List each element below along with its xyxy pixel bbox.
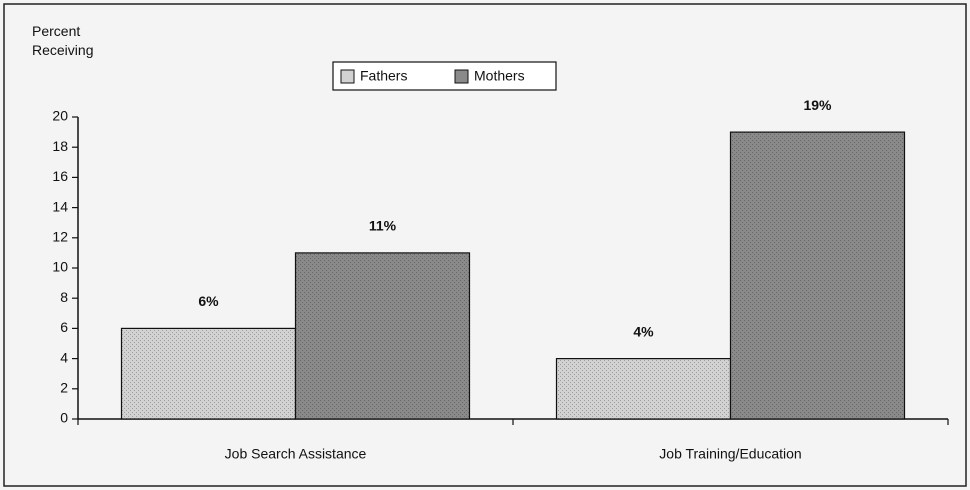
legend-swatch — [454, 69, 469, 84]
value-label: 11% — [369, 218, 397, 234]
y-tick-label: 16 — [52, 168, 68, 184]
bar-texture — [121, 328, 296, 419]
bar-texture — [295, 252, 470, 419]
y-axis-label: Percent Receiving — [32, 23, 94, 58]
y-tick-label: 12 — [52, 229, 68, 245]
legend-box — [332, 61, 557, 91]
y-tick-label: 8 — [60, 289, 68, 305]
y-tick-label: 10 — [52, 259, 68, 275]
legend-label: Mothers — [474, 68, 525, 84]
x-tick-label: Job Search Assistance — [225, 446, 367, 462]
y-tick-label: 18 — [52, 138, 68, 154]
y-tick-label: 14 — [52, 198, 68, 214]
y-tick-label: 6 — [60, 319, 68, 335]
bar-texture — [730, 132, 905, 419]
y-tick-label: 20 — [52, 108, 68, 124]
bar-texture — [556, 358, 731, 419]
y-tick-label: 4 — [60, 349, 68, 365]
value-label: 19% — [803, 97, 832, 113]
y-tick-label: 0 — [60, 410, 68, 426]
frame — [3, 3, 967, 487]
value-label: 4% — [633, 323, 654, 339]
value-label: 6% — [198, 293, 219, 309]
x-tick-label: Job Training/Education — [659, 446, 801, 462]
legend-label: Fathers — [360, 68, 407, 84]
legend-swatch — [340, 69, 355, 84]
y-tick-label: 2 — [60, 380, 68, 396]
